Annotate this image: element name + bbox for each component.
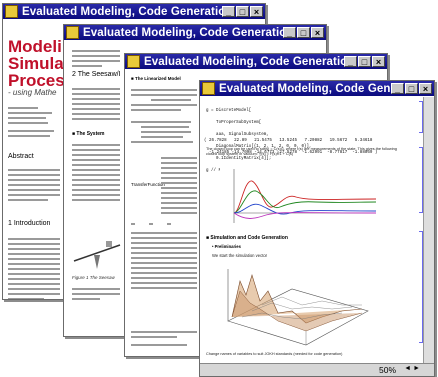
title-bar[interactable]: Evaluated Modeling, Code Generation, and…	[125, 54, 387, 69]
section-heading: ■ Simulation and Code Generation	[206, 235, 288, 241]
status-bar: 50% ◄ ►	[200, 363, 434, 376]
horizontal-scroll[interactable]: ◄ ►	[404, 365, 420, 372]
cell-bracket[interactable]	[419, 147, 423, 213]
system-text	[72, 141, 120, 204]
series-2-line	[233, 190, 377, 214]
notebook-app-icon	[5, 5, 18, 18]
introduction-heading: 1 Introduction	[8, 220, 51, 227]
notebook-window-front[interactable]: Evaluated Modeling, Code Generation, and…	[199, 80, 435, 377]
series-1-line	[233, 180, 377, 214]
vertical-scrollbar[interactable]	[423, 97, 434, 364]
close-button[interactable]: ×	[250, 6, 263, 17]
scroll-left-icon[interactable]: ◄	[404, 365, 412, 372]
notebook-app-icon	[127, 55, 140, 68]
section-heading: 2 The Seesaw/I	[72, 71, 121, 78]
close-button[interactable]: ×	[419, 83, 432, 94]
section-text	[72, 85, 120, 123]
window-title: Evaluated Modeling, Code Generation, and…	[144, 55, 344, 68]
step-response-plot	[220, 161, 380, 227]
simulation-text: We start the simulation vector	[212, 253, 268, 258]
subsection-heading: • Preliminaries	[212, 244, 241, 249]
seesaw-figure	[73, 241, 121, 269]
subsection-heading: ■ The Linearized Model	[131, 76, 181, 81]
maximize-button[interactable]: □	[405, 83, 418, 94]
maximize-button[interactable]: □	[297, 27, 310, 38]
output-matrix: ( 26.7828 22.89 21.5475 13.5245 7.20882 …	[204, 139, 378, 155]
text-block	[131, 328, 197, 349]
document-subtitle: - using Mathe	[8, 88, 57, 97]
text-block	[72, 47, 120, 70]
scroll-right-icon[interactable]: ►	[413, 365, 420, 372]
abstract-heading: Abstract	[8, 153, 34, 160]
close-button[interactable]: ×	[372, 56, 385, 67]
model-text	[131, 86, 197, 114]
cell-bracket[interactable]	[419, 101, 423, 133]
cell-bracket[interactable]	[419, 231, 423, 343]
maximize-button[interactable]: □	[358, 56, 371, 67]
subsection-heading: ■ The System	[72, 131, 105, 137]
maximize-button[interactable]: □	[236, 6, 249, 17]
notebook-content: g = DiscreteModel[ ToProperSubSystem[ aa…	[200, 97, 434, 364]
matrix-rows	[131, 220, 197, 292]
window-title: Evaluated Modeling, Code Generation, and…	[83, 26, 283, 39]
title-bar[interactable]: Evaluated Modeling, Code Generation, and…	[3, 4, 265, 19]
zoom-level[interactable]: 50%	[378, 365, 396, 375]
caption-text: Change names of variables to suit JOKH s…	[206, 352, 343, 356]
notebook-app-icon	[202, 82, 215, 95]
author-block	[8, 104, 58, 140]
surface-plot	[222, 261, 372, 349]
transfer-function-label: TransferFunction	[131, 182, 165, 187]
abstract-text	[8, 166, 60, 204]
notebook-content: ■ The Linearized Model TransferFunction	[125, 70, 387, 356]
model-code	[131, 118, 197, 146]
transfer-matrix	[161, 154, 197, 217]
minimize-button[interactable]: _	[222, 6, 235, 17]
series-4-line	[233, 212, 377, 219]
closed-loop-text: The closed loop can be used to sdf(s) = …	[206, 147, 397, 156]
title-bar[interactable]: Evaluated Modeling, Code Generation, and…	[64, 25, 326, 40]
window-title: Evaluated Modeling, Code Generation, and…	[22, 5, 222, 18]
title-bar[interactable]: Evaluated Modeling, Code Generation, and…	[200, 81, 434, 96]
text-block	[72, 285, 120, 303]
notebook-content: 2 The Seesaw/I ■ The System Figure 1 The…	[64, 41, 326, 336]
minimize-button[interactable]: _	[283, 27, 296, 38]
minimize-button[interactable]: _	[344, 56, 357, 67]
close-button[interactable]: ×	[311, 27, 324, 38]
notebook-app-icon	[66, 26, 79, 39]
figure-caption: Figure 1 The Seesaw	[72, 275, 115, 280]
introduction-text	[8, 235, 60, 299]
minimize-button[interactable]: _	[391, 83, 404, 94]
window-title: Evaluated Modeling, Code Generation, and…	[219, 82, 391, 95]
